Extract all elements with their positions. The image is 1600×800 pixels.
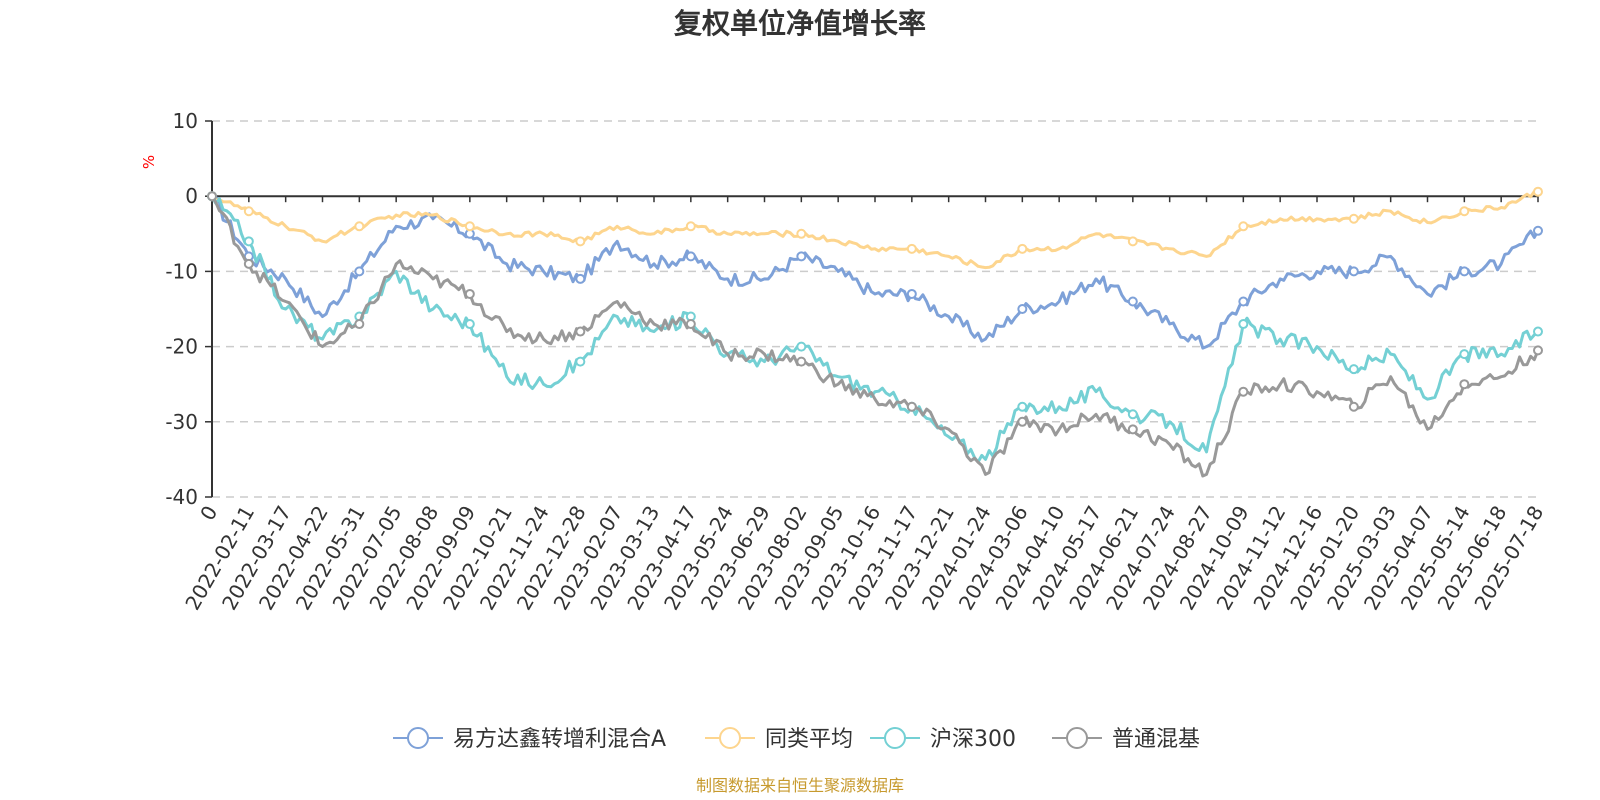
legend-item-0[interactable]: 易方达鑫转增利混合A bbox=[393, 727, 666, 752]
series-point-3 bbox=[906, 401, 917, 412]
legend-label: 沪深300 bbox=[930, 727, 1016, 752]
series-point-2 bbox=[1238, 319, 1249, 330]
series-point-0 bbox=[1533, 225, 1543, 236]
series-point-3 bbox=[1459, 379, 1470, 390]
chart-title: 复权单位净值增长率 bbox=[674, 7, 926, 40]
legend-marker bbox=[884, 727, 906, 749]
axes bbox=[205, 120, 1539, 498]
series-point-1 bbox=[1348, 213, 1359, 224]
legend-item-2[interactable]: 沪深300 bbox=[870, 727, 1016, 752]
series-point-0 bbox=[1238, 296, 1249, 307]
series-point-1 bbox=[1238, 221, 1249, 232]
series-point-3 bbox=[1533, 345, 1543, 356]
series-point-2 bbox=[1127, 409, 1138, 420]
series-point-1 bbox=[354, 221, 365, 232]
legend-item-1[interactable]: 同类平均 bbox=[705, 727, 853, 752]
legend-label: 普通混基 bbox=[1112, 727, 1200, 752]
legend-label: 易方达鑫转增利混合A bbox=[453, 727, 666, 752]
series-point-0 bbox=[1127, 296, 1138, 307]
series-point-2 bbox=[1459, 349, 1470, 360]
series-point-3 bbox=[1348, 401, 1359, 412]
series-point-3 bbox=[1017, 416, 1028, 427]
series-point-3 bbox=[464, 288, 475, 299]
series-point-1 bbox=[796, 228, 807, 239]
series-point-2 bbox=[1017, 401, 1028, 412]
series-point-1 bbox=[575, 236, 586, 247]
series-point-0 bbox=[796, 251, 807, 262]
series-point-1 bbox=[464, 221, 475, 232]
x-tick-label: 0 bbox=[195, 502, 222, 525]
x-tick-labels: 02022-02-112022-03-172022-04-222022-05-3… bbox=[180, 501, 1548, 614]
series-point-1 bbox=[243, 206, 254, 217]
series-point-1 bbox=[1533, 186, 1543, 197]
legend-marker bbox=[719, 727, 741, 749]
source-note: 制图数据来自恒生聚源数据库 bbox=[696, 776, 904, 795]
series-point-3 bbox=[207, 191, 217, 202]
y-tick-label: -40 bbox=[165, 485, 198, 509]
grid-lines bbox=[212, 120, 1538, 498]
series-point-1 bbox=[1017, 243, 1028, 254]
series-point-0 bbox=[354, 266, 365, 277]
y-tick-label: -20 bbox=[165, 335, 198, 359]
series-point-2 bbox=[1348, 364, 1359, 375]
series-point-0 bbox=[906, 288, 917, 299]
series-point-1 bbox=[906, 243, 917, 254]
series-point-1 bbox=[685, 221, 696, 232]
legend-marker bbox=[407, 727, 429, 749]
y-tick-label: -10 bbox=[165, 259, 198, 283]
series-point-2 bbox=[575, 356, 586, 367]
y-axis-unit: % bbox=[140, 155, 158, 169]
legend-item-3[interactable]: 普通混基 bbox=[1052, 727, 1200, 752]
series-point-0 bbox=[1459, 266, 1470, 277]
legend[interactable]: 易方达鑫转增利混合A 同类平均 沪深300 普通混基 bbox=[393, 727, 1200, 752]
series-point-2 bbox=[796, 341, 807, 352]
series-point-3 bbox=[1238, 386, 1249, 397]
series-line-1 bbox=[210, 190, 1539, 270]
series-point-3 bbox=[796, 356, 807, 367]
legend-label: 同类平均 bbox=[765, 727, 853, 752]
series-lines bbox=[207, 186, 1543, 478]
series-point-2 bbox=[464, 319, 475, 330]
series-point-3 bbox=[575, 326, 586, 337]
series-point-1 bbox=[1459, 206, 1470, 217]
series-line-0 bbox=[211, 194, 1540, 350]
series-line-3 bbox=[210, 195, 1540, 478]
series-point-2 bbox=[243, 236, 254, 247]
y-tick-label: 10 bbox=[173, 109, 198, 133]
series-point-3 bbox=[243, 258, 254, 269]
series-point-0 bbox=[1017, 304, 1028, 314]
series-point-2 bbox=[1533, 326, 1543, 337]
y-tick-labels: 10 0 -10 -20 -30 -40 bbox=[165, 109, 198, 509]
y-tick-label: -30 bbox=[165, 410, 198, 434]
series-point-1 bbox=[1127, 236, 1138, 247]
series-point-0 bbox=[575, 273, 586, 284]
y-tick-label: 0 bbox=[185, 184, 198, 208]
series-point-3 bbox=[685, 319, 696, 330]
series-point-0 bbox=[685, 251, 696, 262]
series-point-3 bbox=[1127, 424, 1138, 435]
legend-marker bbox=[1066, 727, 1088, 749]
series-line-2 bbox=[210, 195, 1539, 464]
series-point-3 bbox=[354, 319, 365, 330]
series-point-0 bbox=[1348, 266, 1359, 277]
